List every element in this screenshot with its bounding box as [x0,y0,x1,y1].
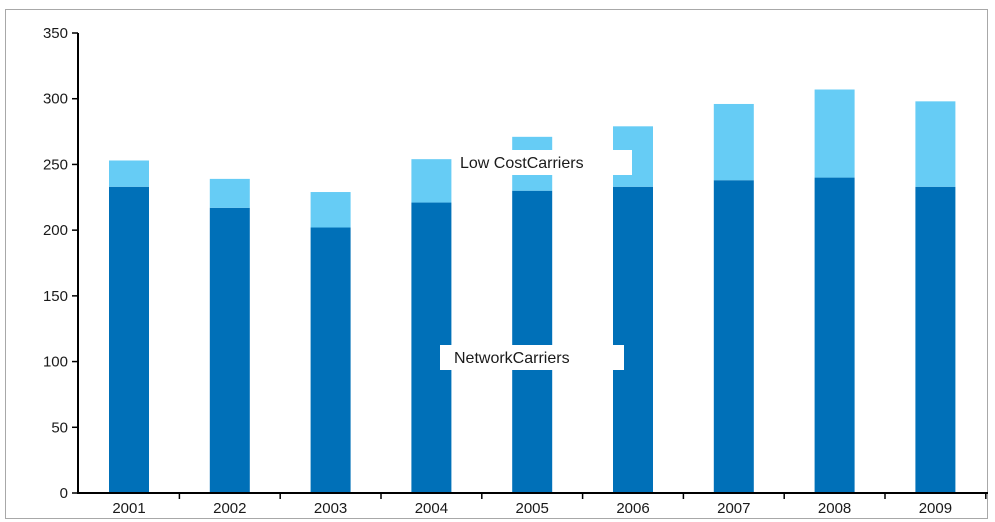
bar-low-cost-2009 [915,101,956,187]
x-tick-label-2005: 2005 [516,500,549,517]
y-tick-label-50: 50 [51,419,68,436]
bar-low-cost-2002 [209,178,250,208]
y-tick-label-150: 150 [43,288,68,305]
bar-network-2003 [310,227,351,493]
bar-low-cost-2004 [411,159,452,203]
bar-low-cost-2008 [814,89,855,178]
series-label-network: NetworkCarriers [454,350,570,367]
y-tick-label-350: 350 [43,25,68,42]
x-tick-label-2009: 2009 [919,500,952,517]
y-tick-label-200: 200 [43,222,68,239]
network-label-bg [440,345,624,370]
x-tick-label-2007: 2007 [717,500,750,517]
bars-group [109,89,956,494]
series-label-low-cost: Low CostCarriers [460,155,584,172]
x-tick-label-2008: 2008 [818,500,851,517]
bar-network-2007 [713,180,754,493]
x-tick-label-2001: 2001 [112,500,145,517]
low-cost-label-bg [452,150,632,175]
bar-network-2009 [915,186,956,493]
y-tick-label-0: 0 [60,485,68,502]
bar-low-cost-2001 [109,160,149,187]
bar-low-cost-2007 [713,103,754,181]
x-tick-label-2002: 2002 [213,500,246,517]
bar-network-2002 [209,207,250,494]
bar-network-2006 [613,186,653,493]
y-ticks-group: 0 50 100 150 200 250 300 350 [43,25,78,502]
y-tick-label-250: 250 [43,156,68,173]
bar-network-2008 [814,177,855,494]
bar-network-2005 [512,190,553,493]
bar-low-cost-2003 [310,192,351,228]
axes-group [77,33,988,494]
x-ticks-group: 2001 2002 2003 2004 2005 2006 2007 2008 2009 [112,493,987,517]
bar-network-2001 [109,186,149,493]
x-tick-label-2003: 2003 [314,500,347,517]
y-tick-label-100: 100 [43,354,68,371]
y-tick-label-300: 300 [43,91,68,108]
x-tick-label-2006: 2006 [616,500,649,517]
series-labels-group: Low CostCarriers NetworkCarriers [440,150,632,370]
x-tick-label-2004: 2004 [415,500,448,517]
